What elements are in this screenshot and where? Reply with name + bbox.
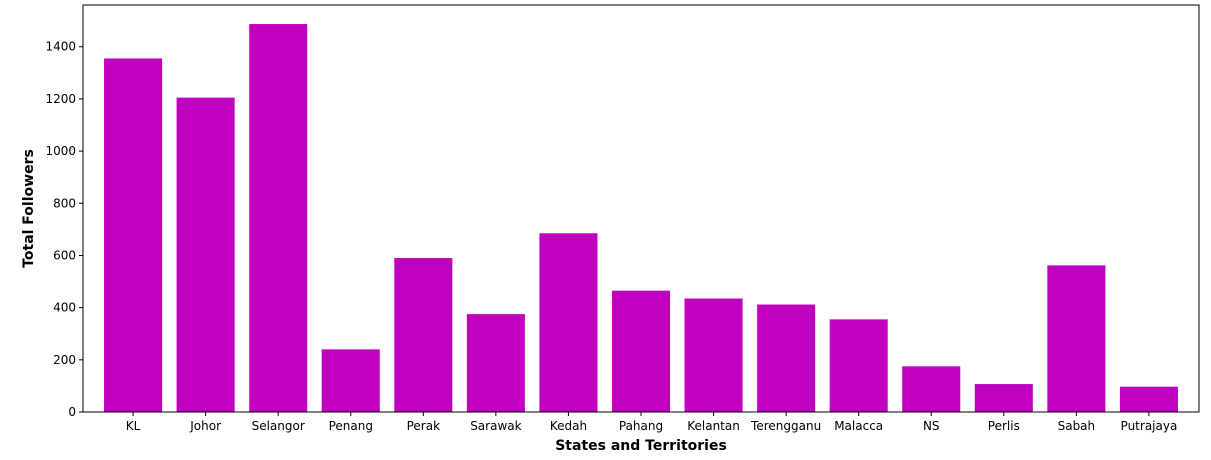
x-tick-label: Sabah <box>1058 419 1096 433</box>
x-tick-label: Perlis <box>988 419 1020 433</box>
x-tick-label: Pahang <box>619 419 663 433</box>
bar-sabah <box>1047 265 1106 412</box>
x-tick-label: Kelantan <box>687 419 740 433</box>
x-tick-label: Kedah <box>550 419 587 433</box>
bar-kelantan <box>684 298 743 412</box>
bar-penang <box>321 349 380 412</box>
y-tick-label: 1400 <box>45 40 76 54</box>
x-tick-label: Putrajaya <box>1121 419 1178 433</box>
bars <box>104 24 1178 413</box>
y-tick-label: 200 <box>53 353 76 367</box>
x-tick-label: KL <box>126 419 141 433</box>
y-tick-label: 800 <box>53 196 76 210</box>
x-tick-label: Selangor <box>252 419 305 433</box>
bar-ns <box>902 366 961 412</box>
x-tick-label: Malacca <box>834 419 883 433</box>
bar-johor <box>176 97 235 413</box>
y-axis-label: Total Followers <box>21 149 37 268</box>
y-tick-label: 1200 <box>45 92 76 106</box>
bar-kedah <box>539 233 598 412</box>
x-tick-label: Terengganu <box>750 419 821 433</box>
x-axis-ticks: KL Johor Selangor Penang Perak Sarawak Kedah Pa… <box>126 412 1178 433</box>
y-tick-label: 1000 <box>45 144 76 158</box>
y-tick-label: 600 <box>53 248 76 262</box>
y-tick-label: 0 <box>68 405 76 419</box>
bar-malacca <box>829 319 888 412</box>
x-tick-label: Penang <box>329 419 373 433</box>
bar-terengganu <box>757 304 816 412</box>
x-tick-label: NS <box>923 419 940 433</box>
x-tick-label: Perak <box>407 419 440 433</box>
x-tick-label: Johor <box>189 419 221 433</box>
y-axis-ticks: 0 200 400 600 800 1000 1200 1400 <box>45 40 83 419</box>
x-axis-label: States and Territories <box>555 438 727 454</box>
bar-putrajaya <box>1119 386 1178 412</box>
x-tick-label: Sarawak <box>470 419 521 433</box>
bar-perlis <box>974 384 1033 412</box>
bar-kl <box>104 58 163 412</box>
y-tick-label: 400 <box>53 301 76 315</box>
bar-sarawak <box>466 314 525 412</box>
bar-perak <box>394 258 453 412</box>
plot-frame <box>82 4 1200 413</box>
bar-selangor <box>249 24 308 413</box>
bar-pahang <box>611 290 671 412</box>
